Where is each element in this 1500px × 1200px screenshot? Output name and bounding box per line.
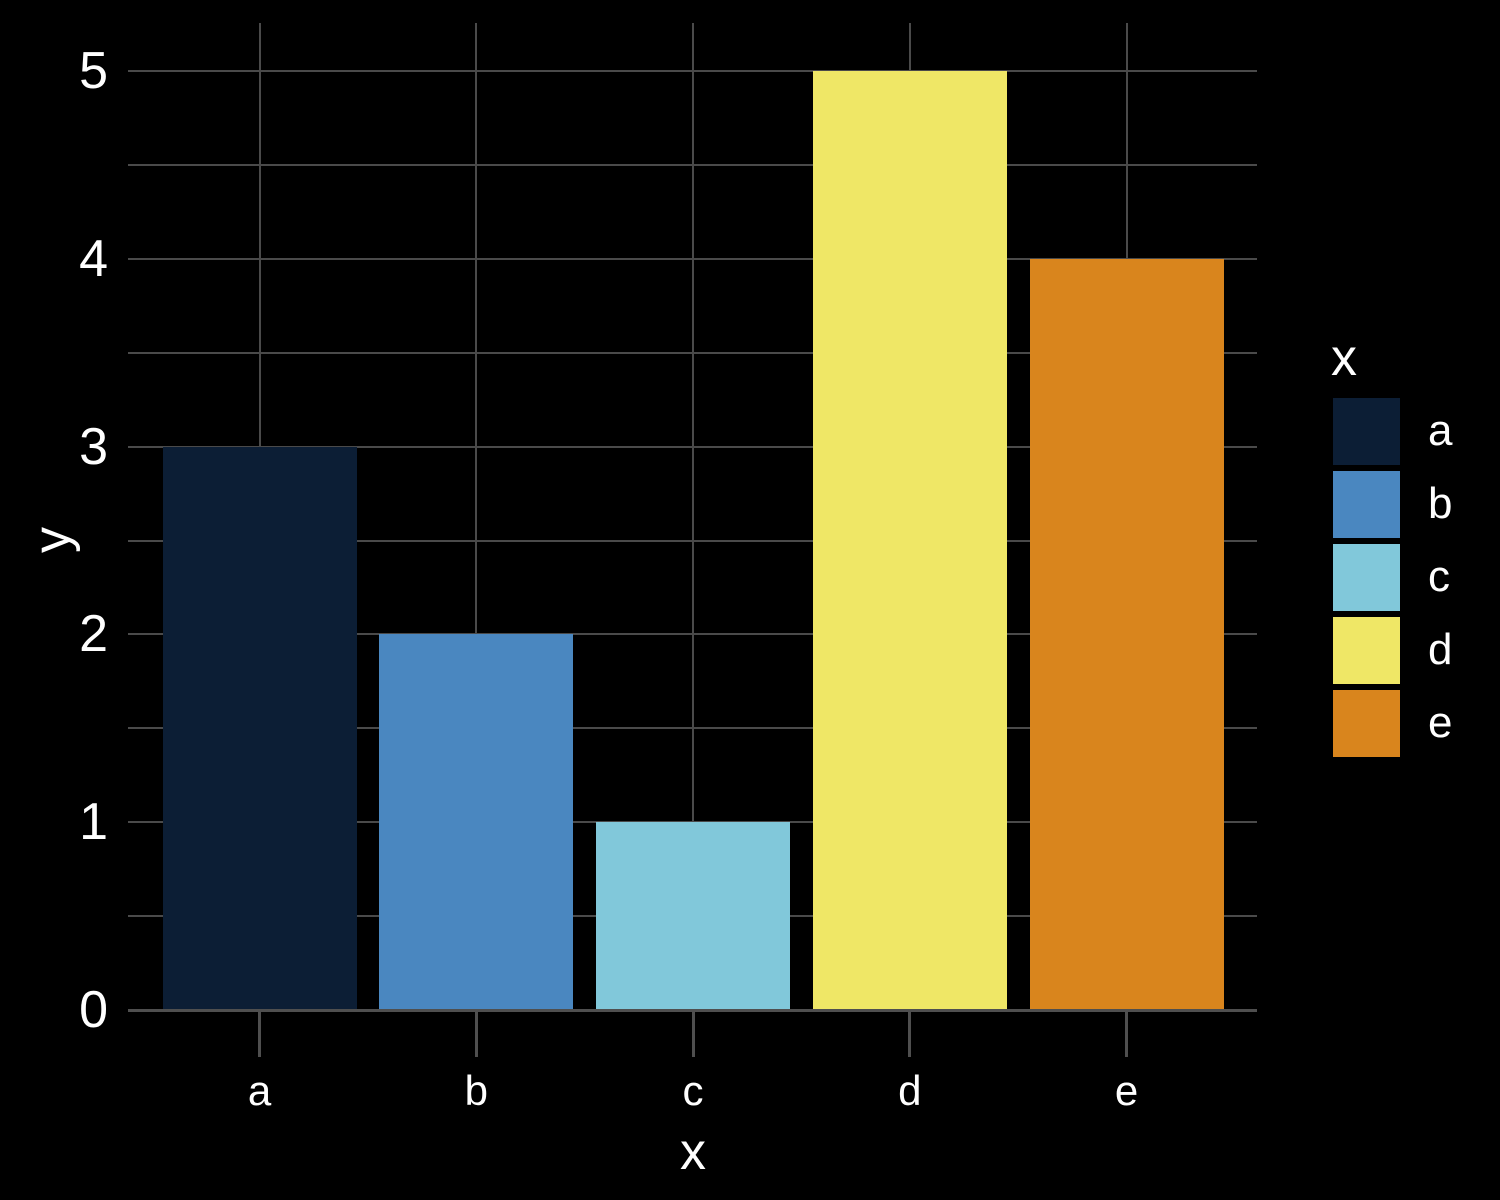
- bar-d: [812, 71, 1007, 1010]
- x-axis-title: x: [680, 1123, 706, 1181]
- legend-swatch-b: [1333, 471, 1400, 538]
- v-gridline-b: [475, 23, 478, 1010]
- x-tick-label-a: a: [247, 1067, 272, 1114]
- x-tick-label-e: e: [1114, 1067, 1139, 1114]
- legend-label-d: d: [1428, 625, 1453, 674]
- y-tick-label-2: 2: [79, 605, 108, 664]
- x-tick-label-c: c: [682, 1067, 704, 1114]
- y-tick-label-5: 5: [79, 42, 108, 100]
- x-tick-c: [691, 1010, 695, 1057]
- legend-label-c: c: [1428, 552, 1450, 601]
- y-axis-title: y: [23, 527, 81, 553]
- x-tick-d: [908, 1010, 912, 1057]
- y-tick-label-0: 0: [79, 981, 108, 1039]
- x-tick-label-b: b: [464, 1067, 488, 1114]
- legend-label-a: a: [1428, 406, 1453, 455]
- y-tick-label-1: 1: [79, 793, 108, 852]
- legend-label-b: b: [1428, 479, 1453, 528]
- x-tick-a: [258, 1010, 261, 1057]
- y-tick-label-3: 3: [79, 417, 108, 476]
- bar-a: [162, 446, 357, 1010]
- legend-swatch-c: [1333, 544, 1400, 611]
- legend-swatch-a: [1333, 398, 1400, 465]
- y-tick-label-4: 4: [79, 229, 108, 288]
- legend-swatch-e: [1333, 690, 1400, 757]
- x-tick-label-d: d: [898, 1067, 922, 1114]
- bar-b: [379, 634, 574, 1010]
- bar-e: [1029, 258, 1224, 1010]
- bar-c: [596, 822, 790, 1010]
- v-gridline-c: [692, 23, 694, 1010]
- x-tick-b: [474, 1010, 478, 1057]
- legend-title: x: [1331, 329, 1357, 387]
- x-tick-e: [1125, 1010, 1128, 1057]
- legend-swatch-d: [1333, 617, 1400, 684]
- legend-label-e: e: [1428, 698, 1453, 747]
